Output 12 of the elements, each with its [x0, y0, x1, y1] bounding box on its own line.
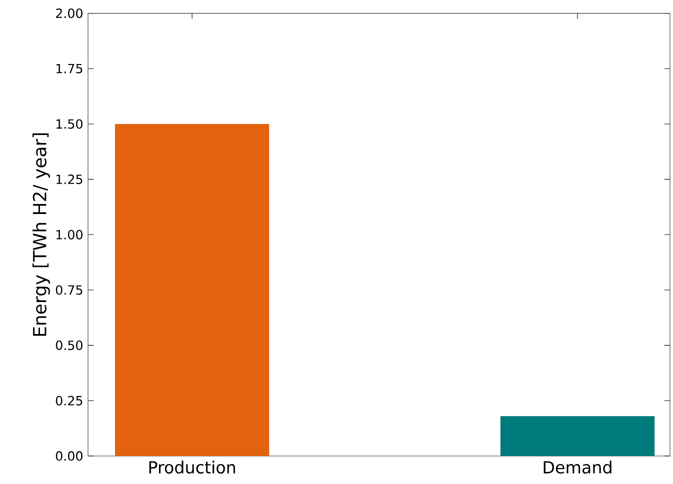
y-tick-label: 1.00 — [56, 230, 82, 240]
y-tick-label: 2.00 — [56, 8, 82, 18]
y-axis-title: Energy [TWh H2/ year] — [32, 133, 50, 336]
y-tick-label: 0.00 — [56, 451, 82, 461]
y-tick-label: 1.75 — [56, 64, 82, 74]
y-tick-label: 1.50 — [56, 119, 82, 129]
x-tick-label: Demand — [544, 460, 612, 474]
y-tick-label: 1.25 — [56, 174, 82, 184]
y-tick-label: 0.50 — [56, 340, 82, 350]
x-tick-label: Production — [149, 460, 236, 474]
y-tick-label: 0.75 — [56, 285, 82, 295]
y-tick-label: 0.25 — [56, 396, 82, 406]
